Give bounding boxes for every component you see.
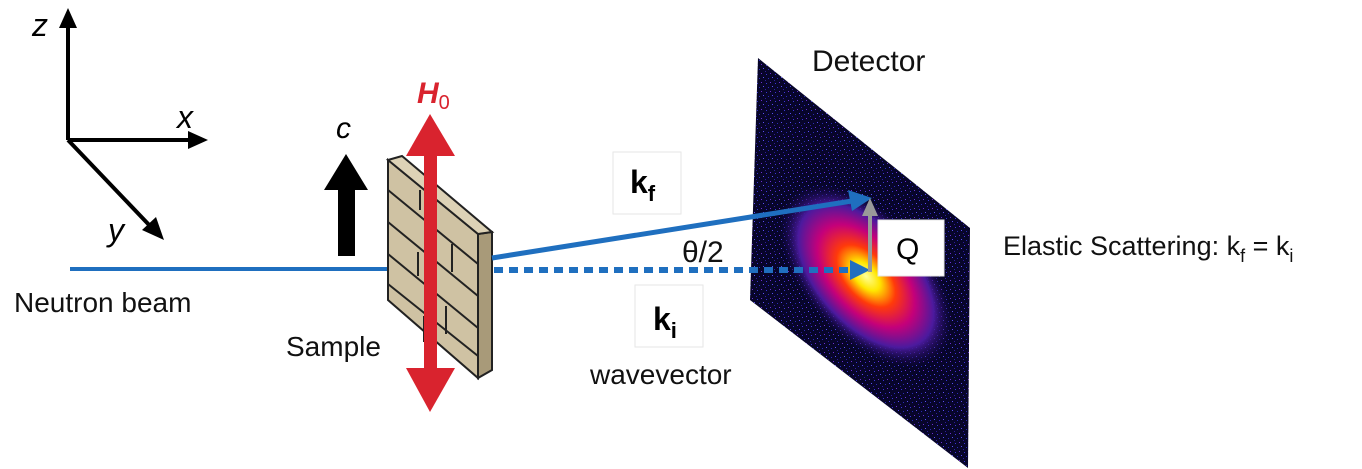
q-label-box bbox=[877, 219, 945, 277]
elastic-middle: = k bbox=[1245, 231, 1290, 261]
kf-label-box bbox=[612, 151, 682, 215]
sample-crystal bbox=[385, 154, 495, 381]
field-label: H0 bbox=[417, 77, 450, 114]
field-label-main: H bbox=[417, 77, 440, 110]
sample-label: Sample bbox=[286, 331, 381, 362]
elastic-sub-f: f bbox=[1240, 246, 1246, 266]
ki-vector-arrowhead bbox=[850, 260, 870, 280]
z-axis-arrowhead bbox=[59, 8, 77, 28]
detector-label: Detector bbox=[812, 45, 925, 78]
y-axis bbox=[66, 138, 154, 230]
detector-panel bbox=[750, 58, 970, 468]
field-label-subscript: 0 bbox=[439, 92, 450, 114]
ki-label-main: k bbox=[653, 301, 671, 337]
c-axis-label: c bbox=[336, 112, 351, 145]
kf-vector-line bbox=[491, 198, 853, 261]
wavevector-label: wavevector bbox=[589, 359, 732, 390]
elastic-sub-i: i bbox=[1289, 246, 1293, 266]
elastic-prefix: Elastic Scattering: k bbox=[1003, 231, 1241, 261]
angle-label: θ/2 bbox=[682, 236, 724, 269]
q-label: Q bbox=[896, 233, 919, 266]
coordinate-axes: z x y bbox=[31, 7, 208, 248]
ki-label: ki bbox=[653, 301, 677, 343]
elastic-scattering-label: Elastic Scattering: kf = ki bbox=[1003, 231, 1293, 266]
c-axis-arrow bbox=[324, 154, 368, 256]
kf-label-main: k bbox=[630, 164, 648, 200]
ki-label-box bbox=[634, 284, 704, 348]
y-axis-arrowhead bbox=[142, 217, 164, 240]
x-axis-arrowhead bbox=[188, 131, 208, 149]
field-arrow bbox=[406, 114, 455, 412]
kf-vector-arrowhead bbox=[848, 190, 872, 211]
y-axis-label: y bbox=[106, 212, 126, 248]
x-axis-label: x bbox=[175, 99, 194, 135]
kf-label-subscript: f bbox=[648, 181, 656, 206]
q-vector-arrowhead bbox=[862, 198, 878, 216]
neutron-beam-label: Neutron beam bbox=[14, 287, 191, 318]
kf-label: kf bbox=[630, 164, 656, 206]
z-axis-label: z bbox=[31, 7, 48, 43]
ki-label-subscript: i bbox=[671, 318, 677, 343]
